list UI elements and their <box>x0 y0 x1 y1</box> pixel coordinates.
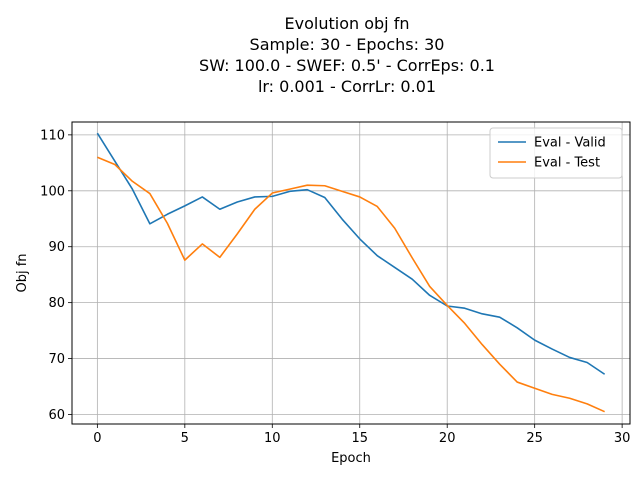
y-tick-label: 110 <box>40 128 65 143</box>
x-tick-label: 25 <box>526 431 543 446</box>
y-tick-label: 70 <box>48 352 65 367</box>
x-axis-label: Epoch <box>331 451 371 466</box>
title-line-3: SW: 100.0 - SWEF: 0.5' - CorrEps: 0.1 <box>199 56 495 75</box>
x-tick-label: 20 <box>439 431 456 446</box>
y-tick-label: 80 <box>48 296 65 311</box>
x-axis-ticks: 0 5 10 15 20 25 30 <box>93 424 630 446</box>
legend-label: Eval - Test <box>534 156 600 171</box>
title-line-4: lr: 0.001 - CorrLr: 0.01 <box>258 77 436 96</box>
y-tick-label: 90 <box>48 240 65 255</box>
y-tick-label: 100 <box>40 184 65 199</box>
x-tick-label: 5 <box>181 431 189 446</box>
y-axis-ticks: 60 70 80 90 100 110 <box>40 128 72 423</box>
title-line-1: Evolution obj fn <box>285 14 410 33</box>
x-tick-label: 15 <box>351 431 368 446</box>
plot-area-frame <box>71 121 631 425</box>
x-tick-label: 30 <box>614 431 631 446</box>
chart-title: Evolution obj fn Sample: 30 - Epochs: 30 S… <box>199 14 495 96</box>
y-tick-label: 60 <box>48 408 65 423</box>
x-tick-label: 0 <box>93 431 101 446</box>
legend: Eval - Valid Eval - Test <box>489 127 623 179</box>
x-tick-label: 10 <box>264 431 281 446</box>
title-line-2: Sample: 30 - Epochs: 30 <box>250 35 445 54</box>
series-lines <box>96 132 606 413</box>
series-line-eval-valid <box>96 132 606 375</box>
legend-box <box>489 127 623 179</box>
legend-label: Eval - Valid <box>534 136 606 151</box>
y-axis-label: Obj fn <box>15 253 30 292</box>
series-line-eval-test <box>97 156 605 413</box>
